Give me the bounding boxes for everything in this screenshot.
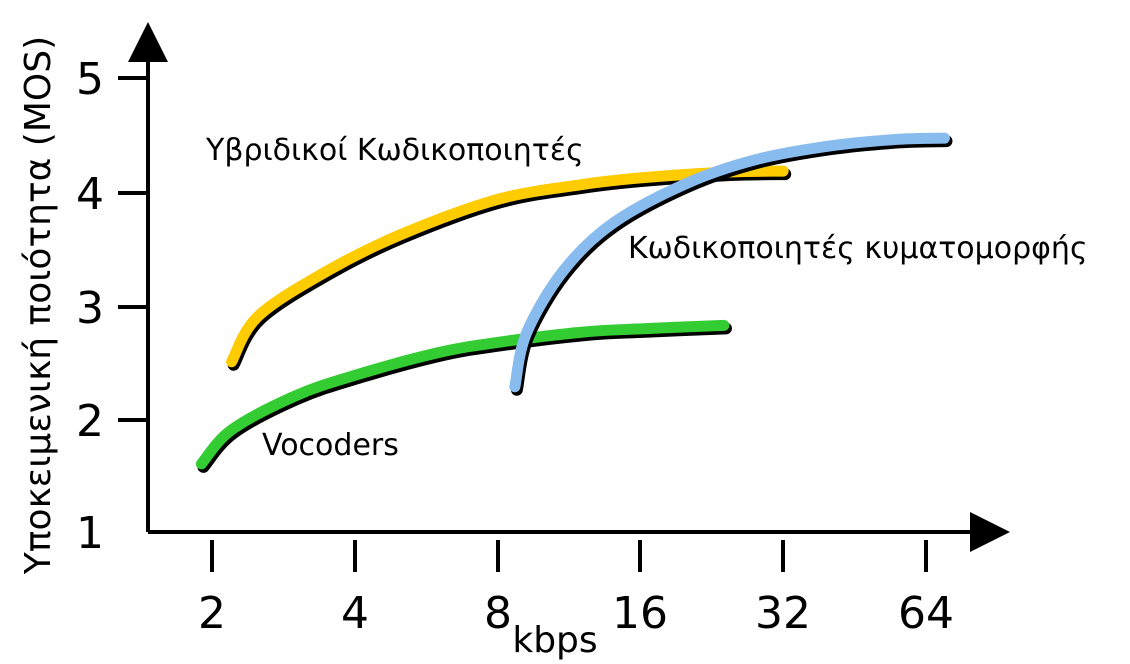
x-tick-label: 2 bbox=[198, 588, 226, 639]
y-axis-title: Υποκειμενική ποιότητα (MOS) bbox=[18, 36, 59, 575]
y-tick-label: 5 bbox=[76, 54, 104, 105]
x-tick-label: 64 bbox=[898, 588, 954, 639]
y-tick-label: 3 bbox=[76, 283, 104, 334]
x-tick-label: 8 bbox=[484, 588, 512, 639]
x-tick-label: 32 bbox=[755, 588, 811, 639]
y-tick-label: 1 bbox=[76, 508, 104, 559]
x-axis-title: kbps bbox=[512, 620, 597, 661]
waveform-coders-label: Κωδικοποιητές κυματομορφής bbox=[628, 231, 1088, 266]
x-tick-label: 4 bbox=[341, 588, 369, 639]
waveform-coders-curve bbox=[509, 132, 950, 393]
hybrid-coders-curve bbox=[226, 165, 789, 368]
y-tick-label: 2 bbox=[76, 396, 104, 447]
labels: 2 4 8 16 32 64 1 2 3 4 5 kbps Υποκειμενική ποιότητα … bbox=[18, 36, 1088, 661]
curves bbox=[195, 132, 953, 473]
x-tick-label: 16 bbox=[612, 588, 668, 639]
axes bbox=[118, 22, 1010, 572]
y-tick-label: 4 bbox=[76, 169, 104, 220]
vocoders-label: Vocoders bbox=[262, 428, 399, 463]
hybrid-coders-label: Υβριδικοί Κωδικοποιητές bbox=[205, 133, 584, 168]
vocoders-curve bbox=[195, 319, 730, 470]
